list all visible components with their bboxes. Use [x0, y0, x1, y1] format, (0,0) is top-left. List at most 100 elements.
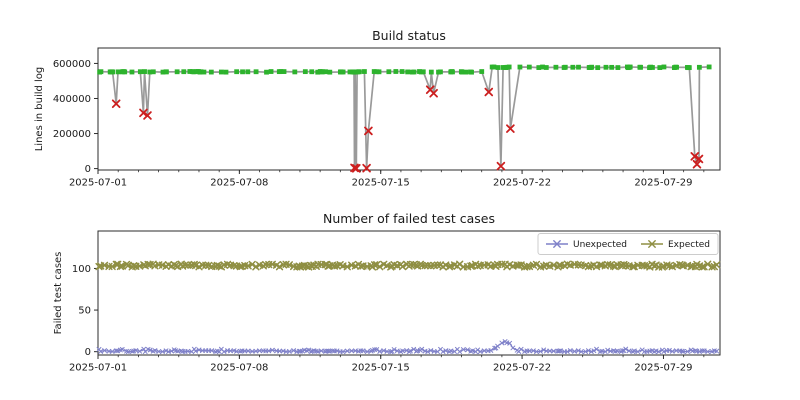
unexpected-x-marker [286, 349, 292, 354]
failure-x-marker [350, 163, 359, 173]
success-square-marker [191, 69, 197, 75]
success-square-marker [309, 69, 315, 75]
unexpected-x-marker [594, 346, 599, 352]
expected-x-marker [700, 263, 708, 271]
unexpected-x-marker [465, 347, 470, 353]
unexpected-x-marker [558, 348, 563, 354]
x-tick-label: 2025-07-01 [69, 363, 127, 374]
expected-x-marker [112, 260, 120, 269]
expected-x-marker [523, 262, 531, 271]
unexpected-x-marker [152, 348, 158, 353]
unexpected-x-marker [534, 349, 539, 354]
unexpected-x-marker [705, 349, 711, 355]
y-tick-label: 200000 [53, 129, 91, 140]
y-tick-label: 50 [78, 305, 91, 316]
expected-x-marker [517, 261, 525, 269]
unexpected-x-marker [673, 348, 679, 354]
success-square-marker [98, 69, 104, 75]
success-square-marker [142, 69, 147, 74]
success-square-marker [218, 69, 224, 75]
unexpected-x-marker [653, 348, 659, 354]
expected-x-marker [467, 262, 475, 270]
success-square-marker [627, 64, 633, 70]
success-square-marker [198, 69, 204, 75]
unexpected-x-marker [277, 348, 282, 354]
unexpected-x-marker [242, 348, 248, 354]
unexpected-x-marker [543, 348, 549, 354]
expected-x-marker [708, 263, 716, 271]
unexpected-x-marker [575, 348, 581, 354]
y-tick-label: 0 [85, 347, 91, 358]
unexpected-x-marker [614, 348, 620, 354]
success-square-marker [450, 69, 455, 75]
expected-x-marker [108, 262, 116, 271]
unexpected-x-marker [541, 347, 547, 353]
unexpected-x-marker [156, 349, 162, 354]
unexpected-x-marker [102, 348, 107, 353]
success-square-marker [570, 64, 576, 70]
success-square-marker [327, 69, 333, 75]
success-square-marker [115, 69, 121, 75]
failure-x-marker [111, 99, 121, 109]
success-square-marker [595, 65, 601, 71]
success-square-marker [315, 69, 321, 75]
expected-x-marker [525, 262, 534, 271]
success-square-marker [506, 64, 512, 70]
legend: Unexpected Expected [537, 233, 719, 255]
x-tick-label: 2025-07-01 [69, 178, 127, 189]
plot-frame [97, 47, 721, 171]
expected-x-marker [252, 263, 260, 271]
y-tick-label: 600000 [53, 59, 91, 70]
success-square-marker [356, 69, 362, 75]
unexpected-x-marker [551, 348, 557, 354]
expected-x-marker [370, 261, 379, 269]
unexpected-x-marker [133, 348, 139, 353]
success-square-marker [603, 64, 609, 70]
unexpected-x-marker [249, 348, 255, 354]
expected-x-marker [172, 261, 180, 270]
success-square-marker [405, 69, 411, 75]
unexpected-x-marker [567, 348, 573, 353]
success-square-marker [463, 69, 469, 75]
success-square-marker [187, 69, 193, 74]
unexpected-x-marker [325, 348, 331, 354]
unexpected-x-marker [623, 346, 629, 352]
unexpected-x-marker [460, 347, 466, 352]
unexpected-x-marker [701, 348, 707, 354]
success-square-marker [686, 65, 692, 71]
expected-x-marker [549, 261, 558, 269]
y-axis-label: Lines in build log [34, 67, 45, 152]
failure-x-marker [362, 163, 371, 173]
expected-x-marker [213, 261, 221, 270]
success-square-marker [245, 69, 251, 75]
success-square-marker [181, 69, 187, 75]
unexpected-x-marker [538, 349, 543, 354]
unexpected-x-marker [619, 348, 625, 354]
unexpected-x-marker [364, 349, 370, 355]
unexpected-x-marker [257, 348, 262, 354]
unexpected-x-marker [374, 347, 380, 352]
success-square-marker [479, 69, 485, 74]
x-tick-label: 2025-07-15 [352, 178, 410, 189]
unexpected-x-marker [269, 347, 275, 353]
unexpected-x-marker [408, 348, 413, 354]
expected-x-marker [195, 263, 203, 271]
unexpected-x-marker [680, 349, 686, 354]
x-tick-label: 2025-07-08 [210, 178, 268, 189]
unexpected-x-marker [602, 349, 608, 355]
unexpected-x-marker [635, 349, 641, 355]
success-square-marker [292, 69, 298, 75]
expected-x-marker [376, 262, 384, 271]
success-square-marker [517, 64, 523, 70]
unexpected-x-marker [228, 348, 233, 354]
success-square-marker [469, 69, 474, 75]
unexpected-x-marker [391, 347, 397, 352]
expected-x-marker [704, 260, 712, 268]
unexpected-x-marker [457, 349, 463, 355]
success-square-marker [147, 69, 153, 75]
expected-x-marker [713, 261, 721, 269]
failure-x-marker [692, 159, 702, 169]
unexpected-x-marker [175, 348, 181, 354]
success-square-marker [122, 69, 128, 75]
